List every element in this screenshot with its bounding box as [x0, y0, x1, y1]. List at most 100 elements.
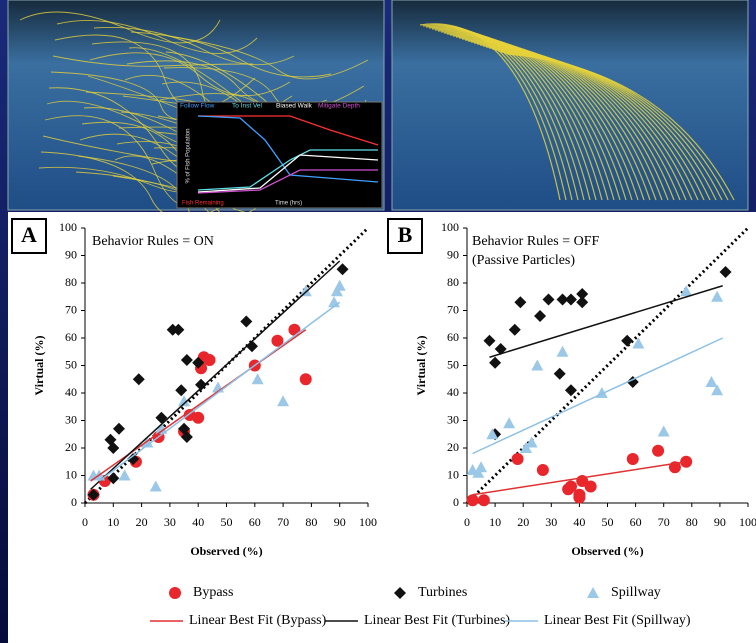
data-point	[483, 334, 496, 347]
trajectory	[425, 25, 573, 201]
data-point	[719, 266, 732, 278]
trajectory	[506, 53, 735, 201]
y-tick-label: 20	[65, 440, 77, 454]
data-point	[705, 376, 718, 387]
y-tick-label: 60	[447, 330, 459, 344]
data-point	[584, 480, 597, 493]
annotation: Behavior Rules = OFF	[472, 234, 599, 249]
data-point	[180, 354, 193, 366]
y-axis-label: Virtual (%)	[32, 336, 46, 396]
x-tick-label: 30	[164, 515, 176, 529]
data-point	[299, 285, 312, 297]
fit-line	[472, 461, 687, 496]
data-point	[711, 290, 724, 302]
data-point	[534, 310, 547, 322]
data-point	[573, 488, 586, 501]
inset-xlabel: Time (hrs)	[275, 201, 302, 207]
data-point	[118, 469, 131, 481]
x-axis-label: Observed (%)	[190, 544, 262, 558]
data-point	[525, 436, 538, 448]
y-tick-label: 100	[441, 220, 459, 234]
x-tick-label: 20	[517, 515, 529, 529]
y-tick-label: 30	[447, 412, 459, 426]
y-tick-label: 100	[59, 220, 77, 234]
data-point	[180, 431, 193, 443]
trajectory	[419, 23, 561, 201]
y-tick-label: 30	[65, 412, 77, 426]
annotation: (Passive Particles)	[472, 253, 575, 268]
trajectory	[443, 32, 609, 201]
trajectory	[89, 52, 291, 97]
data-point	[621, 334, 634, 347]
x-axis-label: Observed (%)	[571, 544, 643, 558]
trajectory	[431, 27, 585, 201]
inset-content: Follow Flow To Inst Vel Biased Walk Mitigat…	[180, 103, 379, 207]
data-point	[553, 367, 566, 380]
x-tick-label: 90	[714, 515, 726, 529]
trajectory	[19, 11, 221, 44]
data-point	[508, 323, 521, 336]
inset-ylabel: % of Fish Population	[186, 128, 192, 183]
x-tick-label: 90	[334, 515, 346, 529]
data-point	[503, 417, 516, 429]
y-tick-label: 0	[453, 495, 459, 509]
y-axis-label: Virtual (%)	[414, 336, 428, 396]
inset-chart	[176, 101, 383, 209]
data-point	[536, 464, 549, 476]
data-point	[680, 285, 693, 297]
y-tick-label: 40	[65, 385, 77, 399]
y-tick-label: 60	[65, 330, 77, 344]
inset-curve	[197, 154, 379, 193]
legend-label: Linear Best Fit (Bypass)	[189, 613, 327, 628]
data-point	[195, 378, 208, 391]
trajectory	[434, 28, 591, 201]
data-point	[251, 373, 264, 385]
x-tick-label: 0	[464, 515, 470, 529]
y-tick-label: 80	[447, 275, 459, 289]
trajectory	[52, 55, 254, 67]
x-tick-label: 50	[602, 515, 614, 529]
legend-label: Linear Best Fit (Spillway)	[544, 613, 691, 628]
data-point	[107, 442, 120, 454]
x-tick-label: 100	[739, 515, 756, 529]
x-tick-label: 50	[221, 515, 233, 529]
legend-swatch	[169, 587, 181, 599]
y-tick-label: 90	[65, 247, 77, 261]
data-point	[299, 373, 312, 386]
data-point	[107, 472, 120, 485]
data-point	[531, 359, 544, 371]
fit-line	[90, 260, 341, 490]
legend-swatch	[587, 587, 599, 598]
x-tick-label: 10	[489, 515, 501, 529]
data-point	[576, 288, 589, 300]
inset-legend: Biased Walk	[276, 103, 313, 110]
y-tick-label: 70	[447, 302, 459, 316]
data-point	[333, 279, 346, 291]
data-point	[477, 494, 490, 507]
inset-remaining: Fish Remaining	[182, 201, 224, 207]
data-point	[657, 425, 670, 437]
annotation: Behavior Rules = ON	[92, 234, 214, 249]
y-tick-label: 40	[447, 385, 459, 399]
y-tick-label: 0	[71, 495, 77, 509]
data-point	[336, 263, 349, 276]
x-tick-label: 100	[359, 515, 377, 529]
data-point	[542, 293, 555, 306]
data-point	[514, 296, 527, 309]
data-point	[175, 384, 188, 397]
trajectory	[440, 31, 603, 201]
x-tick-label: 70	[277, 515, 289, 529]
x-tick-label: 0	[82, 515, 88, 529]
x-tick-label: 40	[573, 515, 585, 529]
y-tick-label: 10	[447, 467, 459, 481]
data-point	[155, 422, 168, 434]
data-point	[632, 337, 645, 349]
y-tick-label: 90	[447, 247, 459, 261]
data-point	[277, 395, 290, 407]
y-tick-label: 50	[65, 357, 77, 371]
data-point	[556, 345, 569, 357]
panel-label: B	[398, 222, 413, 247]
